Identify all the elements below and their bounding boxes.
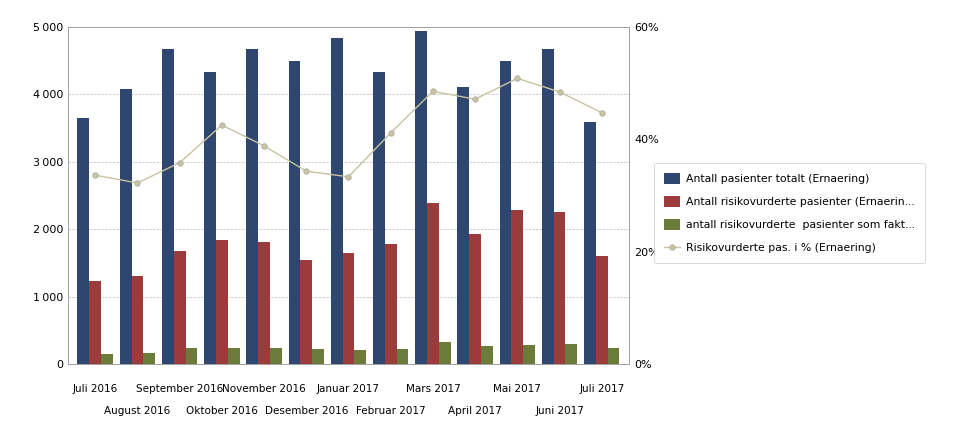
Risikovurderte pas. i % (Ernaering): [385, 130, 397, 135]
Text: Februar 2017: Februar 2017: [356, 406, 426, 416]
Bar: [204, 72, 216, 364]
Bar: [101, 353, 113, 364]
Bar: [132, 276, 143, 364]
Text: Oktober 2016: Oktober 2016: [186, 406, 257, 416]
Text: November 2016: November 2016: [223, 384, 306, 394]
Text: August 2016: August 2016: [105, 406, 170, 416]
Bar: [89, 281, 101, 364]
Bar: [415, 32, 427, 364]
Risikovurderte pas. i % (Ernaering): [427, 89, 439, 94]
Bar: [258, 242, 270, 364]
Bar: [120, 89, 132, 364]
Risikovurderte pas. i % (Ernaering): [554, 89, 565, 95]
Bar: [216, 240, 227, 364]
Risikovurderte pas. i % (Ernaering): [511, 76, 523, 81]
Risikovurderte pas. i % (Ernaering): [469, 96, 481, 102]
Bar: [499, 61, 511, 364]
Bar: [227, 348, 239, 364]
Text: Mai 2017: Mai 2017: [494, 384, 541, 394]
Bar: [246, 49, 258, 364]
Bar: [270, 348, 282, 364]
Bar: [312, 349, 324, 364]
Text: Januar 2017: Januar 2017: [317, 384, 380, 394]
Text: April 2017: April 2017: [448, 406, 502, 416]
Bar: [565, 344, 577, 364]
Bar: [343, 253, 354, 364]
Bar: [385, 244, 397, 364]
Bar: [288, 61, 300, 364]
Bar: [354, 350, 366, 364]
Risikovurderte pas. i % (Ernaering): [89, 172, 101, 178]
Text: Mars 2017: Mars 2017: [406, 384, 460, 394]
Bar: [596, 256, 608, 364]
Line: Risikovurderte pas. i % (Ernaering): Risikovurderte pas. i % (Ernaering): [92, 75, 605, 186]
Bar: [469, 234, 481, 364]
Risikovurderte pas. i % (Ernaering): [132, 180, 143, 186]
Bar: [524, 345, 535, 364]
Bar: [511, 210, 524, 364]
Risikovurderte pas. i % (Ernaering): [343, 174, 354, 179]
Bar: [173, 251, 186, 364]
Risikovurderte pas. i % (Ernaering): [596, 110, 608, 115]
Bar: [554, 211, 565, 364]
Bar: [397, 349, 408, 364]
Bar: [186, 348, 197, 364]
Risikovurderte pas. i % (Ernaering): [300, 169, 312, 174]
Bar: [331, 38, 343, 364]
Bar: [458, 87, 469, 364]
Risikovurderte pas. i % (Ernaering): [174, 160, 186, 166]
Bar: [373, 72, 385, 364]
Bar: [143, 353, 155, 364]
Text: September 2016: September 2016: [136, 384, 224, 394]
Bar: [162, 49, 173, 364]
Bar: [77, 118, 89, 364]
Text: Desember 2016: Desember 2016: [264, 406, 348, 416]
Risikovurderte pas. i % (Ernaering): [216, 123, 227, 128]
Bar: [439, 342, 451, 364]
Bar: [584, 123, 596, 364]
Bar: [481, 346, 493, 364]
Bar: [427, 203, 439, 364]
Risikovurderte pas. i % (Ernaering): [258, 143, 270, 149]
Bar: [542, 49, 554, 364]
Legend: Antall pasienter totalt (Ernaering), Antall risikovurderte pasienter (Ernaerin..: Antall pasienter totalt (Ernaering), Ant…: [654, 163, 925, 263]
Text: Juni 2017: Juni 2017: [535, 406, 584, 416]
Text: Juli 2016: Juli 2016: [73, 384, 118, 394]
Text: Juli 2017: Juli 2017: [579, 384, 624, 394]
Bar: [300, 260, 312, 364]
Bar: [608, 348, 620, 364]
